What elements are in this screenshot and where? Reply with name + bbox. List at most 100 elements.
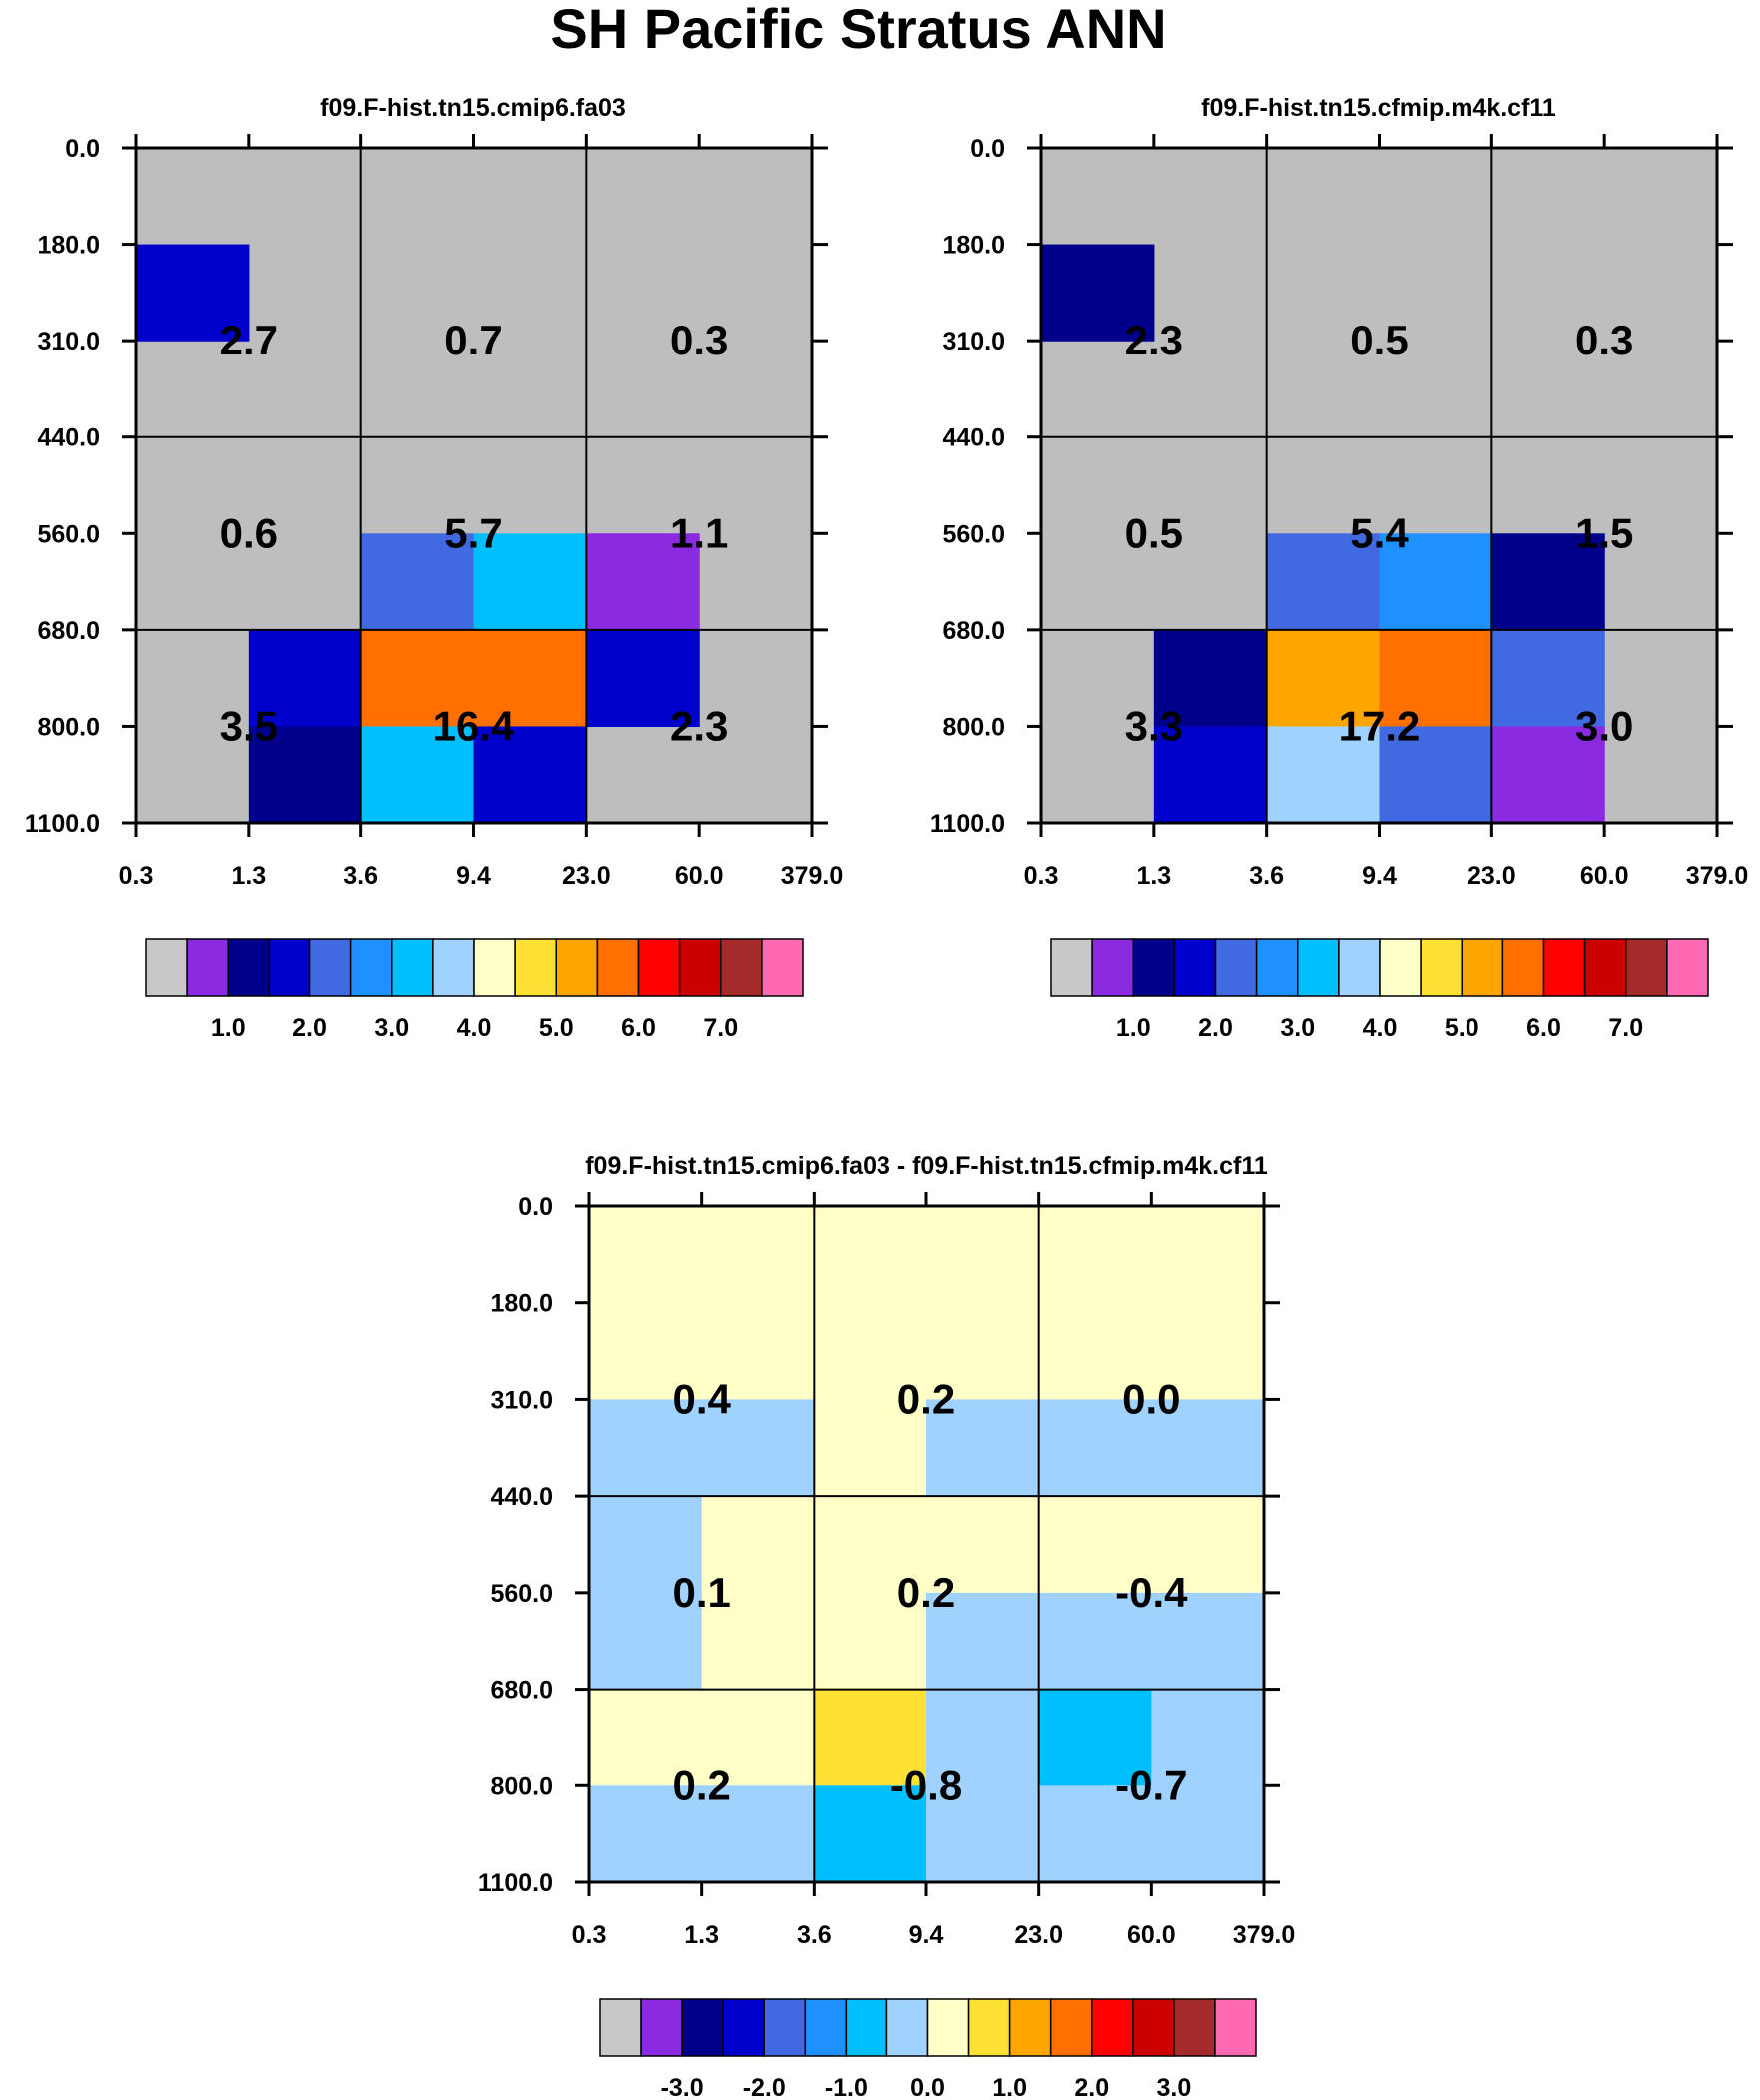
y-tick-label: 560.0 — [37, 520, 100, 548]
heatmap-cell — [814, 1302, 927, 1401]
box-value-label: -0.7 — [1115, 1761, 1187, 1808]
heatmap-cell — [1266, 533, 1381, 631]
heatmap-cell — [1151, 1592, 1265, 1691]
colorbar-label: -3.0 — [661, 2074, 704, 2100]
heatmap-cell — [701, 1592, 815, 1691]
colorbar-swatch — [1132, 1998, 1175, 2057]
y-tick-label: 180.0 — [490, 1290, 553, 1318]
colorbar-swatch — [1214, 1998, 1257, 2057]
box-value-label: 2.3 — [670, 702, 728, 749]
y-tick-label: 800.0 — [942, 713, 1005, 741]
colorbar-label: 6.0 — [1526, 1014, 1561, 1042]
heatmap-cell — [1038, 1689, 1152, 1786]
box-value-label: 0.2 — [672, 1761, 730, 1808]
box-value-label: 16.4 — [433, 702, 515, 749]
y-tick-label: 0.0 — [518, 1193, 553, 1221]
x-tick-label: 3.6 — [1249, 862, 1284, 890]
colorbar-swatch — [1049, 1998, 1093, 2057]
colorbar-swatch — [678, 938, 722, 997]
y-tick-label: 680.0 — [37, 617, 100, 645]
heatmap-cell — [473, 726, 587, 824]
heatmap-cell — [1379, 726, 1492, 824]
heatmap-cell — [1038, 1496, 1152, 1594]
x-tick-label: 1.3 — [684, 1921, 719, 1949]
colorbar-swatch — [1008, 1998, 1052, 2057]
y-tick-label: 560.0 — [942, 520, 1005, 548]
heatmap-cell — [1379, 629, 1492, 728]
colorbar-label: 3.0 — [1280, 1014, 1315, 1042]
colorbar-swatch — [885, 1998, 929, 2057]
x-tick-label: 23.0 — [1014, 1921, 1063, 1949]
box-value-label: 3.0 — [1575, 702, 1633, 749]
x-tick-label: 23.0 — [1467, 862, 1516, 890]
colorbar-swatch — [926, 1998, 970, 2057]
heatmap-cell — [814, 1399, 927, 1497]
box-value-label: 0.6 — [220, 509, 278, 556]
colorbar-swatch — [1420, 938, 1463, 997]
box-value-label: 3.3 — [1125, 702, 1183, 749]
heatmap-cell — [1151, 1496, 1265, 1594]
heatmap-cell — [1379, 533, 1492, 631]
colorbar-swatch — [1461, 938, 1504, 997]
colorbar-swatch — [308, 938, 352, 997]
x-tick-label: 0.3 — [572, 1921, 607, 1949]
colorbar-swatch — [514, 938, 557, 997]
panel-1: f09.F-hist.tn15.cmip6.fa03 0.3 1.3 3.6 9.4 23… — [25, 94, 843, 1042]
heatmap-cell — [814, 1206, 927, 1304]
y-tick-label: 440.0 — [490, 1483, 553, 1511]
panel-3: f09.F-hist.tn15.cmip6.fa03 - f09.F-hist.… — [478, 1152, 1295, 2100]
heatmap-cell — [473, 629, 587, 728]
colorbar-label: 3.0 — [374, 1014, 409, 1042]
colorbar-label: -2.0 — [743, 2074, 786, 2100]
heatmap-cell — [701, 1689, 815, 1786]
x-tick-label: 3.6 — [797, 1921, 832, 1949]
colorbar-swatch — [804, 1998, 848, 2057]
heatmap-cell — [701, 1206, 815, 1304]
heatmap-cell — [586, 533, 700, 631]
box-value-label: 1.5 — [1575, 509, 1633, 556]
y-tick-label: 310.0 — [942, 328, 1005, 355]
colorbar-swatch — [722, 1998, 765, 2057]
heatmap-cell — [926, 1302, 1040, 1401]
heatmap-cell — [1151, 1399, 1265, 1497]
colorbar-swatch — [763, 1998, 807, 2057]
colorbar-label: 6.0 — [621, 1014, 656, 1042]
x-tick-label: 9.4 — [1362, 862, 1397, 890]
colorbar-swatch — [845, 1998, 888, 2057]
heatmap-cell — [1038, 1206, 1152, 1304]
heatmap-cell — [926, 1496, 1040, 1594]
colorbar-label: 4.0 — [1363, 1014, 1398, 1042]
colorbar-swatch — [967, 1998, 1011, 2057]
x-tick-label: 0.3 — [1024, 862, 1059, 890]
colorbar-swatch — [596, 938, 640, 997]
colorbar-swatch — [681, 1998, 724, 2057]
heatmap-cell — [1038, 1785, 1152, 1883]
box-value-label: 1.1 — [670, 509, 728, 556]
heatmap-cell — [926, 1785, 1040, 1883]
colorbar-swatch — [1091, 1998, 1134, 2057]
colorbar-swatch — [1091, 938, 1134, 997]
colorbar-swatch — [761, 938, 804, 997]
heatmap-cell — [1266, 726, 1381, 824]
heatmap-cell — [1266, 629, 1381, 728]
heatmap-cell — [589, 1592, 703, 1691]
colorbar-swatch — [1501, 938, 1545, 997]
box-value-label: 2.3 — [1125, 317, 1183, 363]
heatmap-cell — [701, 1496, 815, 1594]
colorbar-swatch — [432, 938, 475, 997]
x-tick-label: 60.0 — [675, 862, 724, 890]
heatmap-cell — [814, 1496, 927, 1594]
heatmap-cell — [1491, 629, 1605, 728]
y-tick-label: 440.0 — [37, 424, 100, 452]
colorbar-swatch — [145, 938, 188, 997]
y-tick-label: 310.0 — [490, 1386, 553, 1414]
heatmap-cell — [1151, 1689, 1265, 1786]
heatmap-cell — [926, 1592, 1040, 1691]
heatmap-cell — [1041, 244, 1155, 342]
heatmap-cell — [1151, 1206, 1265, 1304]
heatmap-cell — [1038, 1302, 1152, 1401]
colorbar-label: 1.0 — [992, 2074, 1027, 2100]
y-tick-label: 1100.0 — [930, 810, 1005, 838]
box-value-label: 0.5 — [1125, 509, 1183, 556]
